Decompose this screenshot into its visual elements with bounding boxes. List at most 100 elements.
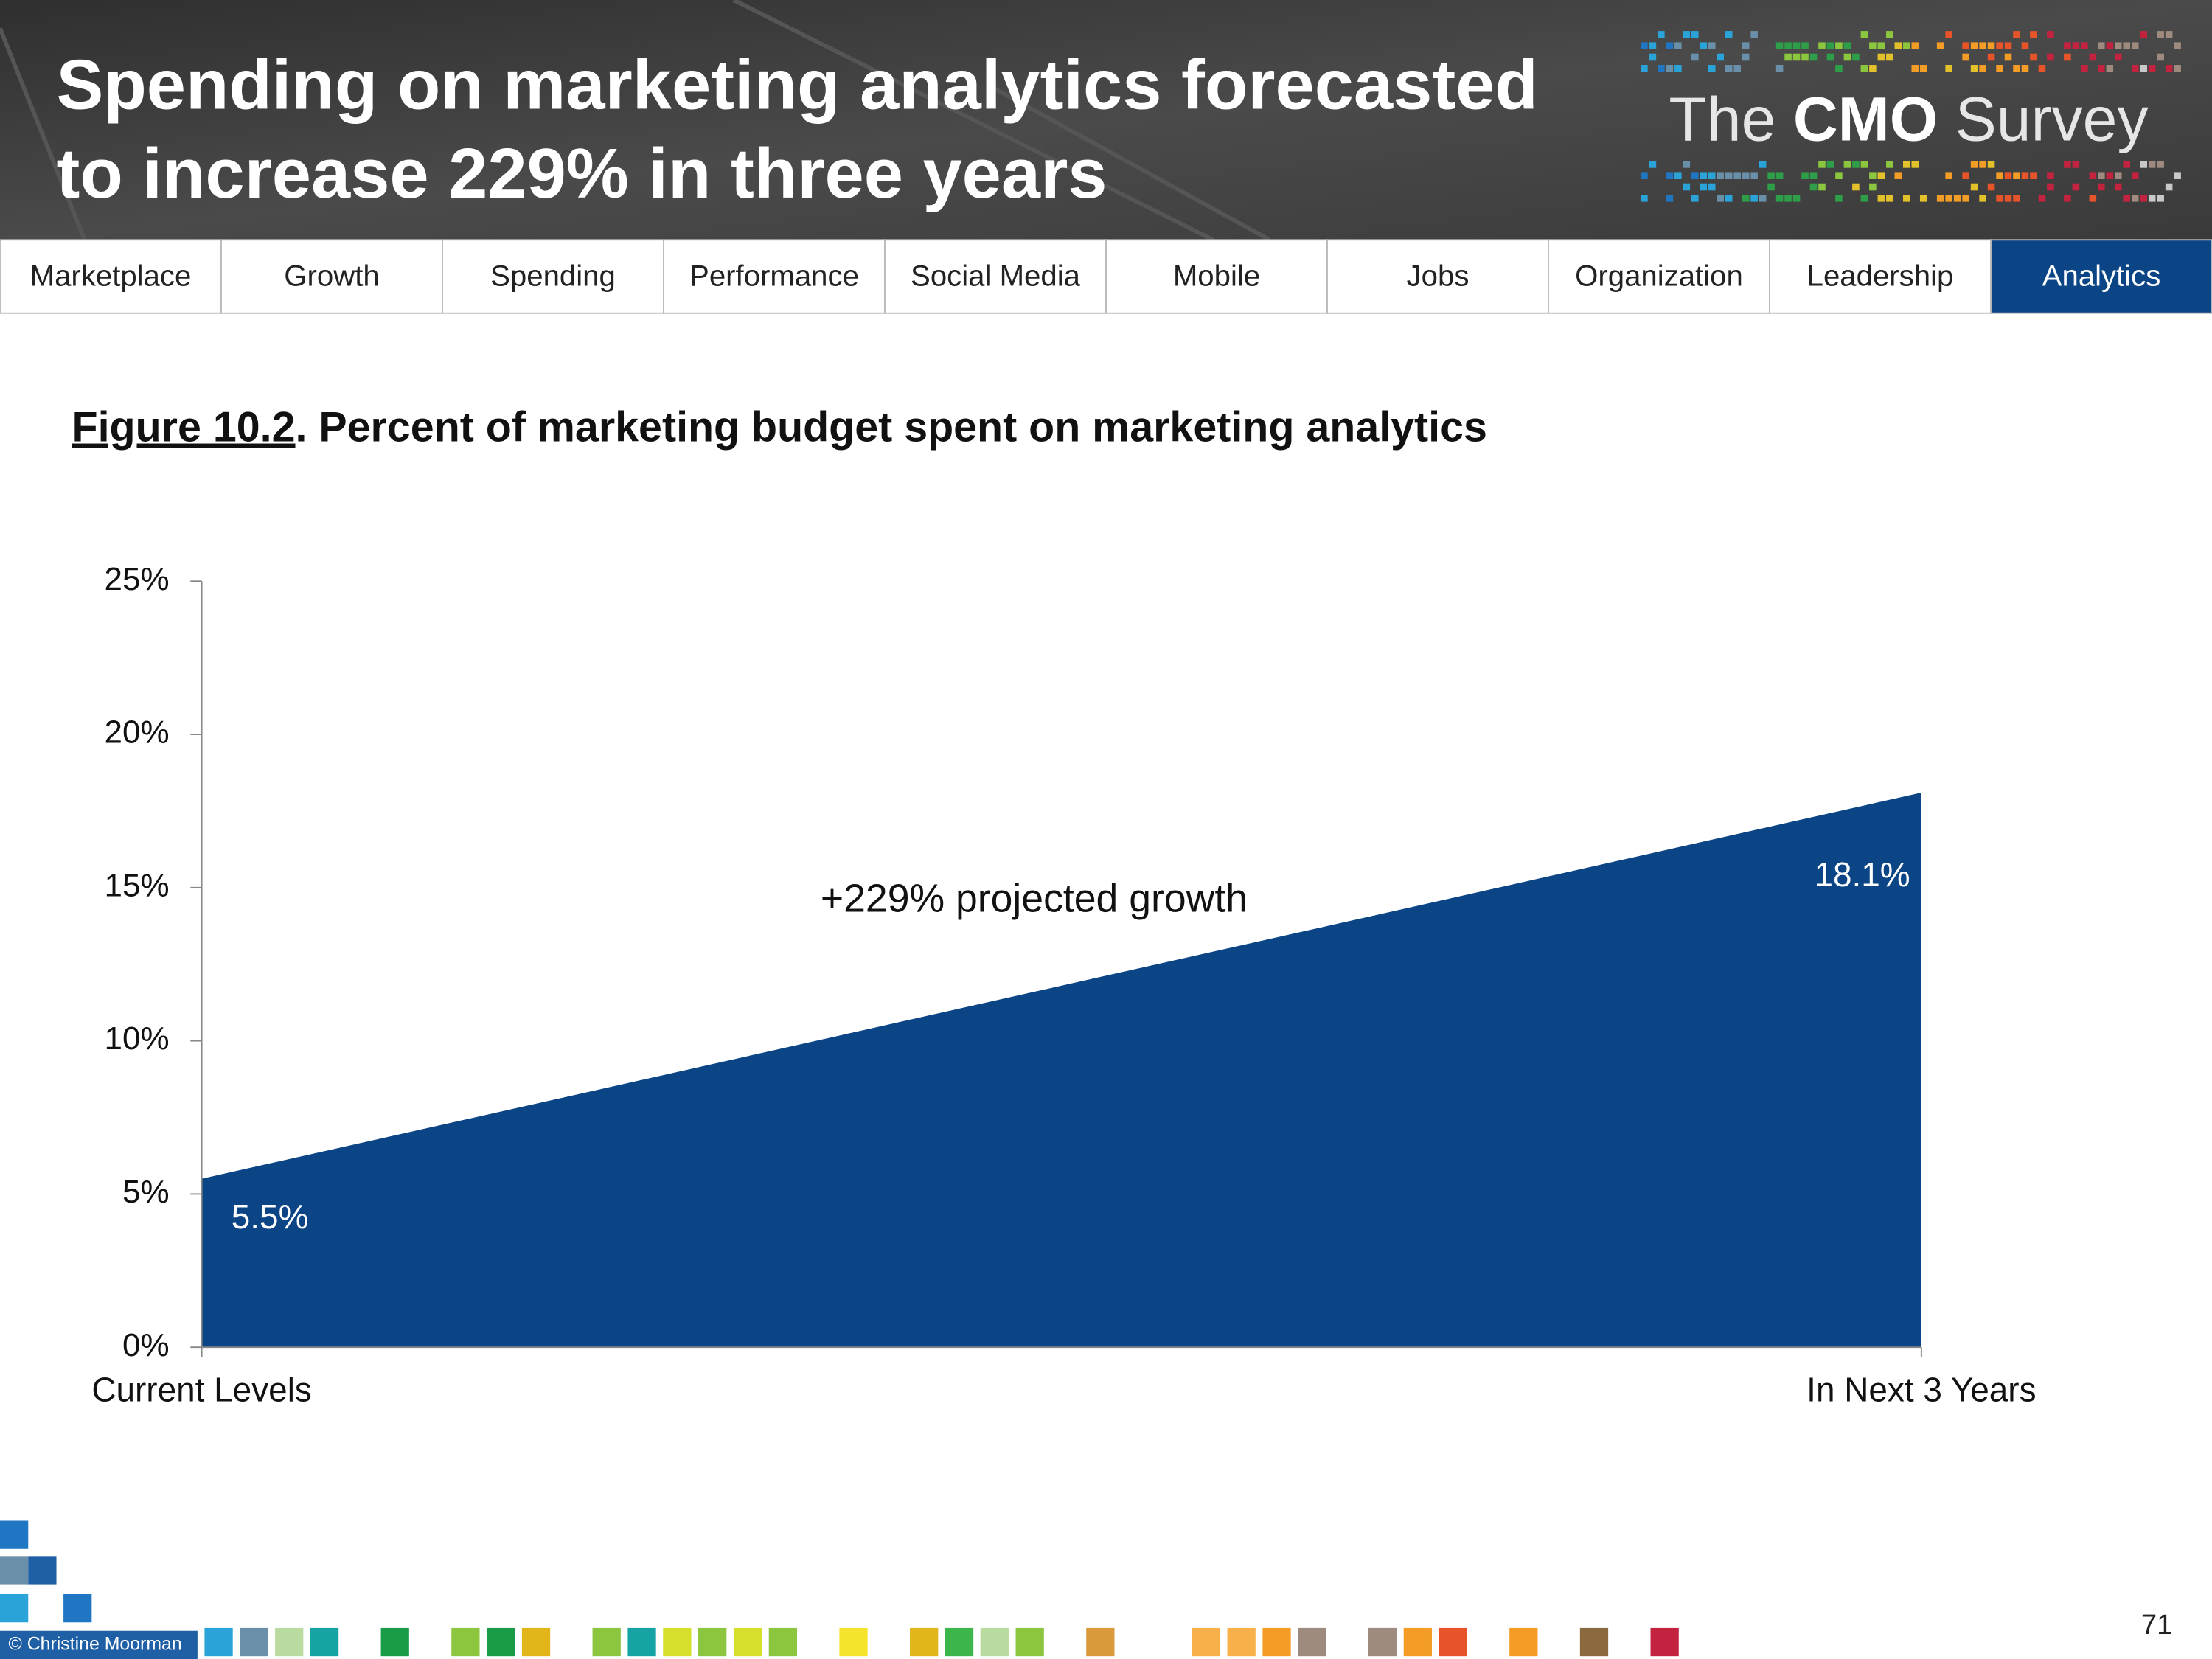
header-background [0,0,2212,240]
logo-square [1750,31,1758,38]
logo-square [1869,65,1877,72]
nav-tab-label: Organization [1575,260,1743,293]
logo-square [2131,42,2139,49]
nav-tab-background [1326,239,1549,314]
logo-square [1708,172,1716,179]
logo-square [1775,172,1784,179]
nav-tab[interactable]: Marketplace [0,239,222,314]
footer-square [204,1627,233,1657]
logo-square [1801,172,1809,179]
footer-square [910,1627,939,1657]
logo-square [1691,195,1699,202]
nav-tab[interactable]: Growth [220,239,443,314]
logo-square [2013,172,2020,179]
logo-square [1759,195,1767,202]
logo-square [1996,65,2003,72]
logo-square [2021,65,2029,72]
nav-tab[interactable]: Spending [442,239,664,314]
logo-square [1911,161,1919,168]
logo-square [1843,53,1851,61]
logo-square [1700,172,1708,179]
logo-square [1649,53,1657,61]
logo-square [1750,195,1758,202]
nav-tab[interactable]: Analytics [1990,239,2212,314]
logo-square [1945,31,1952,38]
logo-square [2004,195,2012,202]
footer-square [768,1627,797,1657]
footer-square [839,1627,868,1657]
logo-square [1717,195,1725,202]
logo-square [2021,42,2029,49]
nav-tab[interactable]: Leadership [1769,239,1992,314]
logo-square [1936,42,1944,49]
value-label: 5.5% [232,1197,309,1236]
logo-square [1835,195,1843,202]
logo-square [2148,65,2156,72]
nav-tab[interactable]: Mobile [1105,239,1328,314]
logo-square [2004,53,2012,61]
footer-square [592,1627,621,1657]
logo-square [1775,65,1784,72]
logo-square [1767,172,1775,179]
logo-square [1979,195,1986,202]
nav-tab[interactable]: Jobs [1326,239,1549,314]
logo-square [2021,172,2029,179]
logo-square [1708,42,1716,49]
logo-square [1641,65,1648,72]
logo-square [2098,172,2105,179]
logo-square [1987,161,1995,168]
page-number: 71 [2141,1609,2173,1641]
logo-square [2072,42,2080,49]
footer-square [380,1627,409,1657]
logo-square [2013,195,2020,202]
footer-square [0,1520,29,1549]
x-tick-label: Current Levels [91,1371,312,1409]
logo-square [2165,31,2173,38]
logo-square [1852,161,1860,168]
logo-square [1759,161,1767,168]
figure-label: Figure 10.2 [72,404,296,451]
logo-square [1742,53,1750,61]
logo-square [1987,183,1995,191]
nav-tab[interactable]: Performance [663,239,886,314]
logo-square [2072,183,2080,191]
logo-square [1945,172,1952,179]
nav-tab-label: Spending [490,260,616,293]
logo-square [1835,172,1843,179]
logo-square [1767,183,1775,191]
logo-square [2030,31,2037,38]
area [201,793,1921,1348]
figure-caption: . Percent of marketing budget spent on m… [296,404,1487,451]
logo-square [1674,42,1682,49]
logo-square [1962,53,1969,61]
logo-square [1852,183,1860,191]
logo-square [2140,161,2147,168]
logo-square [1877,42,1885,49]
footer-square [487,1627,515,1657]
footer-square [63,1593,92,1623]
logo-square [2030,172,2037,179]
logo-square [2047,31,2054,38]
logo-square [1945,65,1952,72]
header-title: to increase 229% in three years [57,134,1107,213]
logo-square [1936,195,1944,202]
footer-square [1650,1627,1679,1657]
logo-square [1717,53,1725,61]
footer-square [1298,1627,1326,1657]
nav-tab[interactable]: Social Media [884,239,1107,314]
logo-square [2047,53,2054,61]
logo-square [2089,53,2097,61]
logo-square [1784,42,1792,49]
logo-square [1717,172,1725,179]
logo-square [2114,172,2122,179]
nav-tab[interactable]: Organization [1548,239,1770,314]
logo-square [1869,172,1877,179]
logo-square [2140,65,2147,72]
logo-square [1979,161,1986,168]
footer-square [451,1627,480,1657]
logo-square [2038,65,2046,72]
footer-square [945,1627,974,1657]
logo-square [1826,161,1834,168]
